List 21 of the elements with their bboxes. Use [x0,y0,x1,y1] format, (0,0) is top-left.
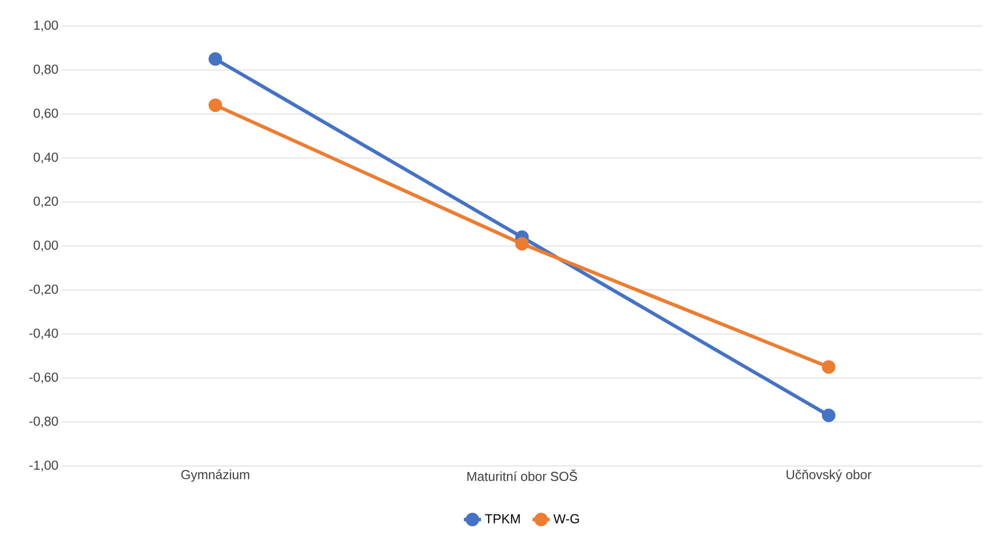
point [822,360,836,374]
x-tick-label: Gymnázium [181,470,250,482]
x-tick-label: Maturitní obor SOŠ [467,470,578,482]
y-tick-label: 0,60 [34,108,58,120]
y-tick-label: 0,80 [34,64,58,76]
y-tick-label: 0,00 [34,240,58,252]
point [208,98,222,112]
y-tick-label: -1,00 [29,460,58,472]
y-tick-label: 0,40 [34,152,58,164]
point [822,408,836,422]
legend-label: W-G [553,514,579,524]
x-tick-label: Učňovský obor [786,470,872,482]
y-tick-label: 0,20 [34,196,58,208]
y-tick-label: -0,80 [29,416,58,428]
point [515,237,529,251]
y-tick-label: -0,60 [29,372,58,384]
point [208,52,222,66]
y-tick-label: -0,20 [29,284,58,296]
legend-label: TPKM [485,514,520,524]
y-tick-label: 1,00 [34,20,58,32]
y-tick-label: -0,40 [29,328,58,340]
